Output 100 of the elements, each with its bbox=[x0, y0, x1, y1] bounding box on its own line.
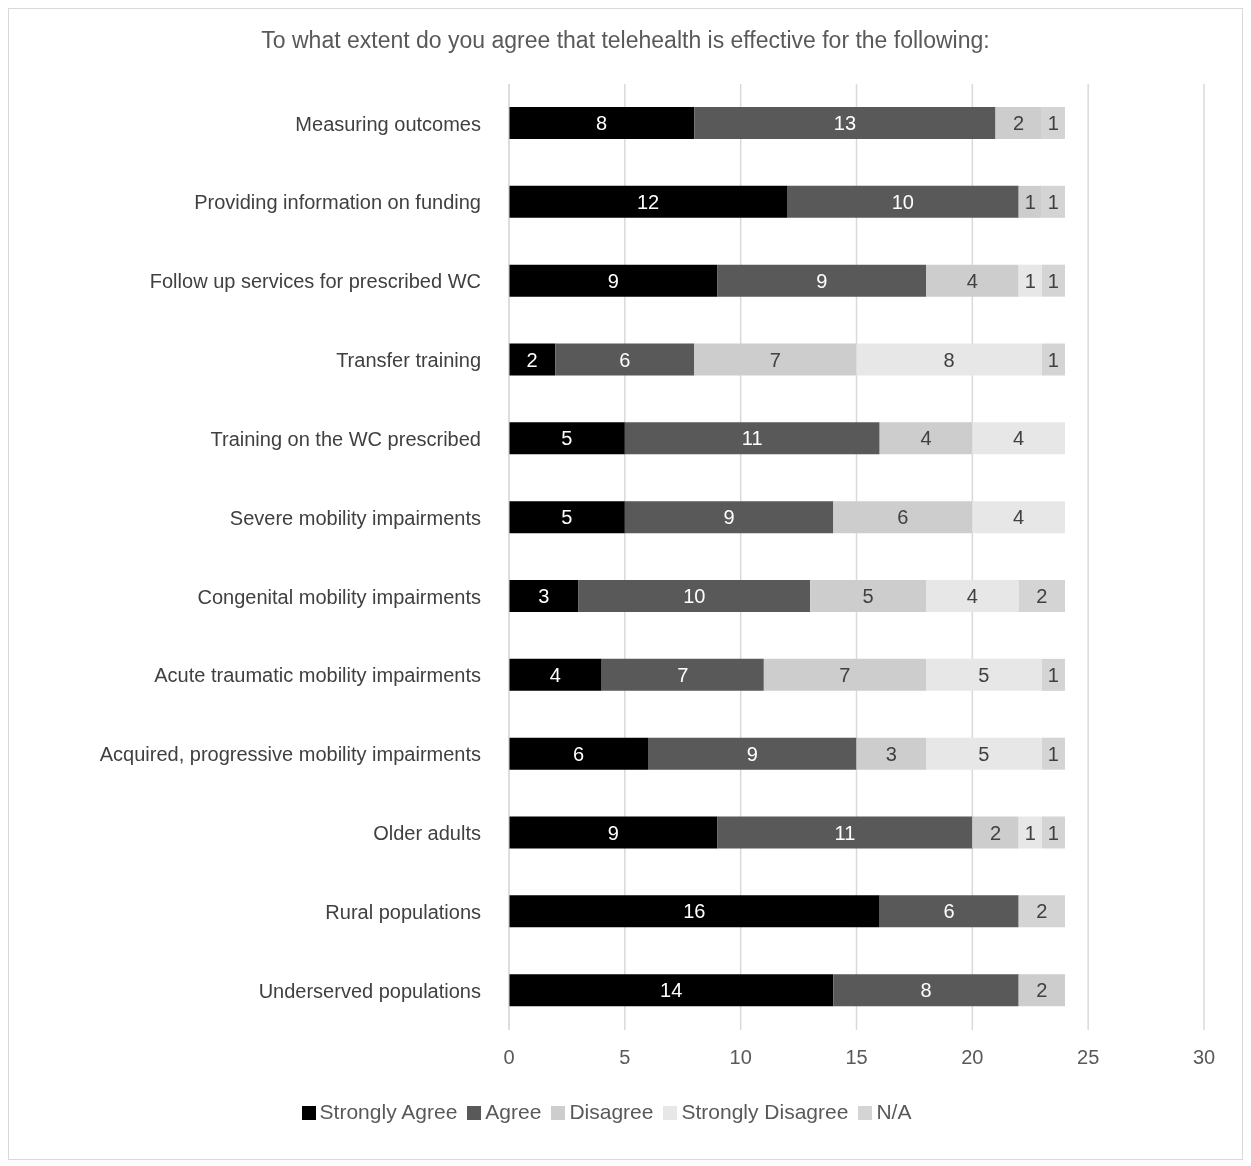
bar bbox=[972, 501, 1065, 534]
bar bbox=[1018, 895, 1065, 928]
bar bbox=[926, 658, 1042, 691]
y-tick-label: Acute traumatic mobility impairments bbox=[154, 664, 481, 687]
data-label: 1 bbox=[1047, 190, 1059, 213]
y-tick-label: Training on the WC prescribed bbox=[210, 427, 481, 450]
bar bbox=[694, 107, 996, 139]
data-label: 1 bbox=[1047, 348, 1059, 371]
bar bbox=[926, 737, 1042, 770]
data-label: 4 bbox=[966, 269, 978, 292]
bar bbox=[509, 264, 718, 297]
bar bbox=[509, 816, 718, 849]
data-label: 8 bbox=[920, 979, 932, 1002]
bar bbox=[509, 501, 625, 534]
x-tick-label: 15 bbox=[845, 1046, 868, 1069]
data-label: 8 bbox=[943, 348, 955, 371]
data-label: 9 bbox=[607, 821, 619, 844]
data-label: 1 bbox=[1047, 663, 1059, 686]
bar bbox=[509, 658, 602, 691]
legend-label: Strongly Disagree bbox=[681, 1100, 849, 1123]
data-label: 1 bbox=[1024, 190, 1036, 213]
data-label: 16 bbox=[683, 900, 706, 923]
data-label: 5 bbox=[561, 427, 573, 450]
bar bbox=[624, 501, 834, 534]
data-label: 7 bbox=[769, 348, 781, 371]
y-tick-label: Underserved populations bbox=[258, 979, 481, 1002]
chart-title: To what extent do you agree that telehealth is effective for the following: bbox=[260, 27, 991, 54]
bar bbox=[1018, 974, 1065, 1007]
bar bbox=[601, 658, 764, 691]
legend-label: Disagree bbox=[569, 1100, 654, 1123]
data-label: 9 bbox=[607, 269, 619, 292]
data-label: 2 bbox=[989, 821, 1002, 844]
data-label: 14 bbox=[660, 979, 683, 1002]
data-label: 1 bbox=[1047, 742, 1059, 765]
y-tick-label: Rural populations bbox=[325, 900, 481, 923]
bar bbox=[1041, 816, 1065, 849]
bar bbox=[717, 264, 926, 297]
data-label: 5 bbox=[862, 585, 874, 608]
bar bbox=[1018, 816, 1042, 849]
x-tick-label: 10 bbox=[729, 1046, 752, 1069]
x-tick-label: 25 bbox=[1077, 1046, 1100, 1069]
bar bbox=[787, 185, 1019, 218]
bar bbox=[856, 343, 1042, 376]
bar bbox=[509, 185, 787, 218]
bar bbox=[879, 895, 1019, 928]
data-label: 13 bbox=[833, 112, 857, 135]
bar bbox=[1041, 343, 1065, 376]
data-label: 3 bbox=[538, 585, 550, 608]
y-tick-label: Providing information on funding bbox=[194, 191, 481, 214]
bar bbox=[856, 737, 926, 770]
data-label: 2 bbox=[1036, 585, 1048, 608]
data-label: 6 bbox=[897, 506, 909, 529]
data-label: 6 bbox=[943, 900, 955, 923]
y-tick-label: Severe mobility impairments bbox=[229, 506, 481, 529]
bar bbox=[879, 422, 973, 455]
data-label: 4 bbox=[1013, 427, 1025, 450]
data-label: 9 bbox=[746, 742, 758, 765]
bar bbox=[1041, 658, 1065, 691]
bar bbox=[624, 422, 880, 455]
data-label: 2 bbox=[526, 348, 538, 371]
x-tick-label: 5 bbox=[619, 1046, 631, 1069]
y-tick-label: Follow up services for prescribed WC bbox=[149, 270, 481, 293]
y-tick-label: Transfer training bbox=[336, 349, 481, 372]
bar bbox=[1041, 737, 1065, 770]
bar bbox=[648, 737, 857, 770]
data-label: 6 bbox=[572, 742, 585, 765]
data-label: 1 bbox=[1047, 821, 1059, 844]
data-label: 11 bbox=[834, 821, 856, 844]
data-label: 9 bbox=[816, 269, 828, 292]
bar bbox=[972, 422, 1065, 455]
x-tick-label: 30 bbox=[1192, 1046, 1216, 1069]
data-label: 4 bbox=[966, 585, 978, 608]
x-tick-label: 20 bbox=[961, 1046, 984, 1069]
bar bbox=[509, 580, 579, 612]
data-label: 11 bbox=[741, 427, 763, 450]
data-label: 1 bbox=[1024, 269, 1036, 292]
data-label: 2 bbox=[1036, 900, 1048, 923]
bar bbox=[509, 343, 556, 376]
data-label: 1 bbox=[1047, 269, 1059, 292]
y-tick-label: Acquired, progressive mobility impairments bbox=[99, 743, 481, 766]
bar bbox=[509, 737, 648, 770]
bar bbox=[833, 974, 1019, 1007]
data-label: 4 bbox=[549, 663, 561, 686]
bar bbox=[1041, 264, 1065, 297]
y-tick-label: Measuring outcomes bbox=[295, 112, 481, 135]
data-label: 7 bbox=[677, 663, 689, 686]
bar bbox=[578, 580, 811, 612]
data-label: 2 bbox=[1036, 979, 1048, 1002]
data-label: 12 bbox=[636, 190, 660, 213]
x-tick-label: 0 bbox=[503, 1046, 515, 1069]
bar bbox=[509, 107, 695, 139]
bar bbox=[555, 343, 695, 376]
y-tick-label: Congenital mobility impairments bbox=[197, 585, 481, 608]
data-label: 4 bbox=[1013, 506, 1025, 529]
data-label: 1 bbox=[1024, 821, 1036, 844]
bar bbox=[1018, 264, 1042, 297]
data-label: 2 bbox=[1013, 112, 1025, 135]
legend-label: Strongly Agree bbox=[319, 1100, 458, 1123]
data-label: 3 bbox=[885, 742, 897, 765]
legend-label: N/A bbox=[876, 1100, 912, 1123]
